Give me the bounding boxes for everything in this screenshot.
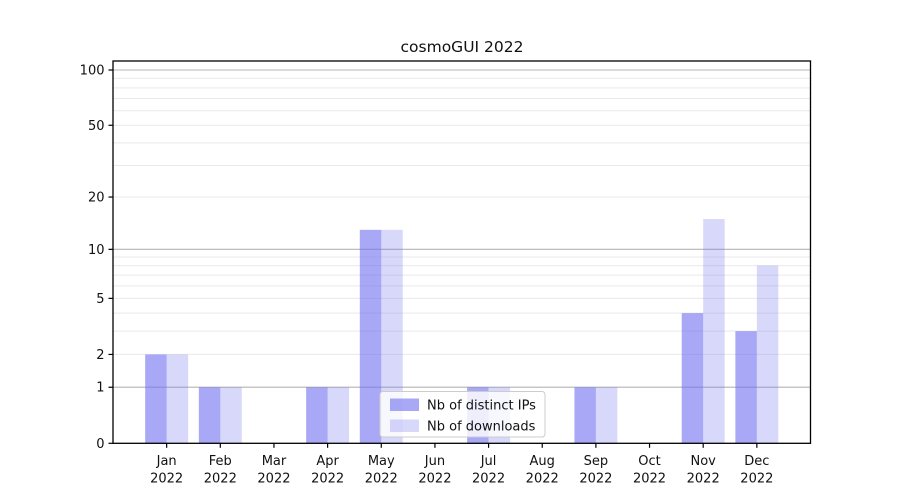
plot-border xyxy=(112,60,812,444)
bar-downloads-may xyxy=(381,229,403,444)
x-tick-label-year-apr: 2022 xyxy=(311,472,344,487)
y-tick-label-0: 0 xyxy=(96,437,104,452)
x-tick-label-month-dec: Dec xyxy=(744,454,769,469)
x-tick-label-year-feb: 2022 xyxy=(204,472,237,487)
y-tick-label-20: 20 xyxy=(88,191,105,206)
x-tick-label-year-nov: 2022 xyxy=(687,472,720,487)
x-tick-label-year-mar: 2022 xyxy=(257,472,290,487)
x-tick-label-year-oct: 2022 xyxy=(633,472,666,487)
x-tick-label-year-jun: 2022 xyxy=(418,472,451,487)
y-tick-label-10: 10 xyxy=(88,243,105,258)
x-tick-label-month-apr: Apr xyxy=(316,454,339,469)
bar-ips-dec xyxy=(735,331,757,444)
bar-ips-feb xyxy=(198,387,221,444)
legend-label-ips: Nb of distinct IPs xyxy=(427,399,536,414)
bar-ips-sep xyxy=(574,387,596,444)
y-tick-label-2: 2 xyxy=(96,348,104,363)
bar-ips-apr xyxy=(306,387,328,444)
y-tick-label-100: 100 xyxy=(80,64,105,79)
x-tick-label-month-jun: Jun xyxy=(424,454,445,469)
bar-ips-jan xyxy=(145,354,167,444)
x-tick-label-year-jul: 2022 xyxy=(472,472,505,487)
bar-downloads-jan xyxy=(166,354,189,444)
x-tick-label-month-jan: Jan xyxy=(156,454,177,469)
x-tick-label-year-sep: 2022 xyxy=(579,472,612,487)
bar-downloads-dec xyxy=(756,265,779,444)
x-tick-label-year-may: 2022 xyxy=(365,472,398,487)
bar-downloads-apr xyxy=(327,387,350,444)
bar-downloads-nov xyxy=(703,219,725,444)
bar-downloads-sep xyxy=(595,387,618,444)
legend-box xyxy=(379,391,546,438)
y-tick-label-50: 50 xyxy=(88,119,105,134)
bar-ips-nov xyxy=(681,313,704,444)
y-tick-label-5: 5 xyxy=(96,292,104,307)
x-tick-label-month-mar: Mar xyxy=(262,454,287,469)
x-tick-label-year-dec: 2022 xyxy=(740,472,773,487)
bar-downloads-feb xyxy=(220,387,242,444)
chart-title: cosmoGUI 2022 xyxy=(400,38,524,56)
y-tick-label-1: 1 xyxy=(96,381,104,396)
x-tick-label-year-jan: 2022 xyxy=(150,472,183,487)
legend-swatch-downloads xyxy=(390,419,419,432)
x-tick-label-month-jul: Jul xyxy=(480,454,497,469)
x-tick-label-month-aug: Aug xyxy=(530,454,555,469)
x-tick-label-month-feb: Feb xyxy=(209,454,232,469)
x-tick-label-month-nov: Nov xyxy=(691,454,717,469)
bar-ips-may xyxy=(359,229,382,444)
x-tick-label-month-may: May xyxy=(368,454,395,469)
legend-swatch-ips xyxy=(390,398,419,411)
x-tick-label-year-aug: 2022 xyxy=(526,472,559,487)
x-tick-label-month-sep: Sep xyxy=(584,454,609,469)
x-tick-label-month-oct: Oct xyxy=(638,454,660,469)
legend-label-downloads: Nb of downloads xyxy=(427,420,536,435)
